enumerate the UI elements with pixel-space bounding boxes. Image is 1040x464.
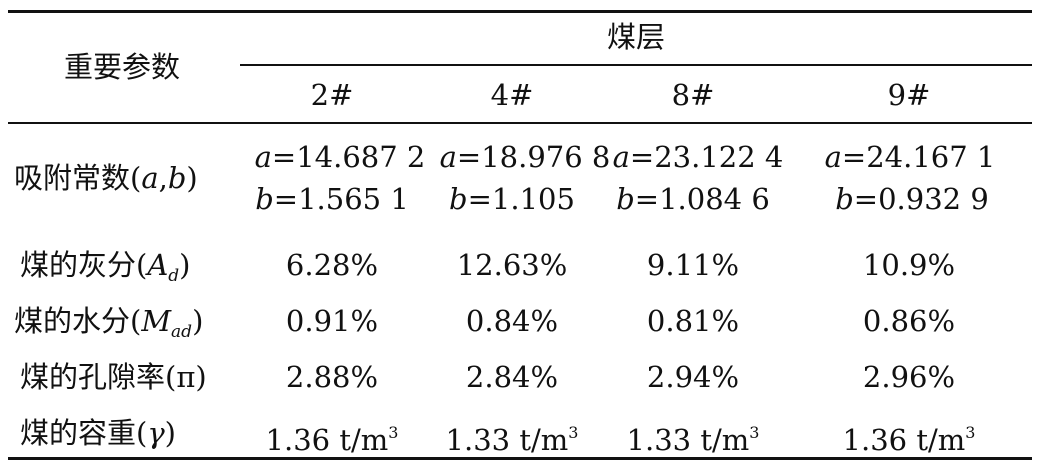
header-rule <box>8 122 1032 124</box>
row-label-ash: 煤的灰分(Ad) <box>20 248 191 286</box>
adsorption-a-8: a=23.122 4 <box>612 140 784 174</box>
adsorption-a-2: a=14.687 2 <box>254 140 426 174</box>
moisture-value-2: 0.91% <box>285 304 379 338</box>
top-rule <box>8 10 1032 13</box>
adsorption-b-8: b=1.084 6 <box>616 182 770 216</box>
seam-group-header: 煤层 <box>606 20 666 54</box>
density-value-4: 1.33 t/m3 <box>445 423 579 457</box>
density-value-9: 1.36 t/m3 <box>842 423 976 457</box>
param-header: 重要参数 <box>63 50 181 84</box>
adsorption-a-4: a=18.976 8 <box>439 140 611 174</box>
row-label-porosity: 煤的孔隙率(π) <box>20 360 207 394</box>
adsorption-a-9: a=24.167 1 <box>824 140 996 174</box>
group-underline <box>240 64 1032 66</box>
ash-value-9: 10.9% <box>862 248 956 282</box>
bottom-rule <box>8 457 1032 460</box>
ash-value-4: 12.63% <box>456 248 568 282</box>
moisture-value-4: 0.84% <box>465 304 559 338</box>
ash-value-8: 9.11% <box>646 248 740 282</box>
seam-header-2: 2# <box>310 78 354 112</box>
porosity-value-2: 2.88% <box>285 360 379 394</box>
ash-value-2: 6.28% <box>285 248 379 282</box>
adsorption-b-9: b=0.932 9 <box>835 182 989 216</box>
density-value-8: 1.33 t/m3 <box>626 423 760 457</box>
row-label-adsorption: 吸附常数(a,b) <box>14 161 198 195</box>
row-label-moisture: 煤的水分(Mad) <box>14 304 204 342</box>
seam-header-8: 8# <box>671 78 715 112</box>
density-value-2: 1.36 t/m3 <box>265 423 399 457</box>
porosity-value-9: 2.96% <box>862 360 956 394</box>
porosity-value-4: 2.84% <box>465 360 559 394</box>
row-label-bulk-density: 煤的容重(γ) <box>20 416 176 450</box>
moisture-value-9: 0.86% <box>862 304 956 338</box>
seam-header-4: 4# <box>490 78 534 112</box>
porosity-value-8: 2.94% <box>646 360 740 394</box>
adsorption-b-2: b=1.565 1 <box>255 182 409 216</box>
seam-header-9: 9# <box>887 78 931 112</box>
adsorption-b-4: b=1.105 <box>449 182 575 216</box>
moisture-value-8: 0.81% <box>646 304 740 338</box>
